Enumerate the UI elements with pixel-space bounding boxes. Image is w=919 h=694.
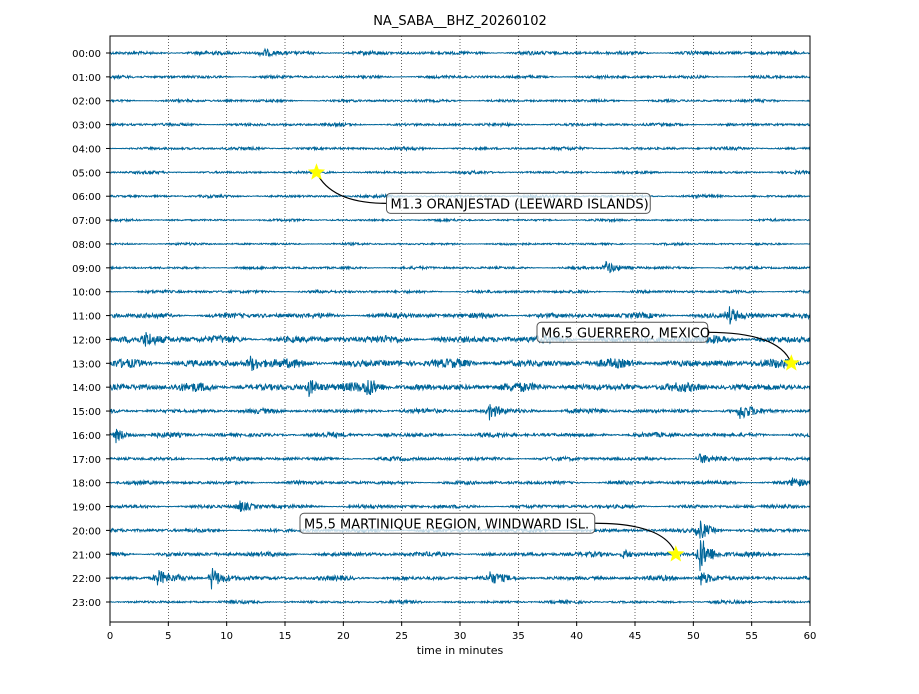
x-axis-label: time in minutes: [417, 644, 504, 657]
seismic-trace-0200: [109, 97, 811, 104]
x-tick-label: 25: [395, 631, 408, 642]
seismic-trace-1000: [109, 288, 811, 295]
seismic-trace-1100: [109, 306, 811, 325]
seismic-trace-0100: [109, 73, 811, 81]
x-tick-label: 0: [107, 631, 113, 642]
y-tick-label: 16:00: [72, 431, 101, 442]
y-tick-label: 22:00: [72, 574, 101, 585]
annotation-box: [386, 192, 651, 214]
annotation-arrow: [594, 522, 677, 555]
annotation-arrow: [315, 172, 387, 204]
seismic-trace-1400: [109, 379, 811, 397]
y-tick-label: 15:00: [72, 407, 101, 418]
y-tick-label: 03:00: [72, 121, 101, 132]
x-tick-label: 45: [629, 631, 642, 642]
y-tick-label: 08:00: [72, 240, 101, 251]
annotation-box: [536, 321, 709, 343]
event-star-icon: [307, 163, 326, 180]
y-tick-label: 02:00: [72, 97, 101, 108]
seismic-trace-1500: [109, 404, 811, 421]
y-tick-label: 01:00: [72, 73, 101, 84]
annotation-arrow: [707, 331, 792, 364]
annotation-box: [299, 512, 596, 534]
event-star-icon: [782, 354, 800, 371]
x-tick-label: 20: [337, 631, 350, 642]
y-tick-label: 11:00: [72, 312, 101, 323]
seismic-trace-0400: [109, 145, 811, 152]
y-tick-label: 04:00: [72, 144, 101, 155]
y-tick-label: 09:00: [72, 264, 101, 275]
seismic-trace-0700: [109, 217, 811, 224]
seismic-trace-0000: [109, 47, 810, 58]
seismic-trace-2100: [109, 540, 811, 572]
x-tick-label: 5: [165, 631, 171, 642]
seismic-trace-1300: [109, 355, 811, 372]
y-tick-label: 13:00: [72, 359, 101, 370]
x-tick-label: 40: [570, 631, 583, 642]
y-tick-label: 19:00: [72, 503, 101, 514]
x-tick-label: 30: [454, 631, 467, 642]
seismic-trace-1700: [109, 453, 811, 464]
seismic-trace-2200: [109, 567, 811, 590]
seismic-trace-1600: [109, 428, 810, 444]
x-tick-label: 35: [512, 631, 525, 642]
x-tick-label: 10: [220, 631, 233, 642]
y-tick-label: 07:00: [72, 216, 101, 227]
x-tick-label: 50: [687, 631, 700, 642]
event-label: M6.5 GUERRERO, MEXICO: [541, 326, 710, 341]
event-label: M1.3 ORANJESTAD (LEEWARD ISLANDS): [391, 197, 649, 212]
y-tick-label: 17:00: [72, 455, 101, 466]
seismic-trace-0300: [109, 121, 811, 128]
y-tick-label: 21:00: [72, 550, 101, 561]
event-annotation: M5.5 MARTINIQUE REGION, WINDWARD ISL.: [299, 512, 685, 562]
seismic-trace-0800: [109, 241, 811, 247]
event-annotation: M6.5 GUERRERO, MEXICO: [536, 321, 800, 371]
chart-title: NA_SABA__BHZ_20260102: [373, 14, 547, 29]
seismic-trace-1800: [109, 477, 811, 487]
y-tick-label: 23:00: [72, 598, 101, 609]
seismic-trace-1900: [109, 500, 811, 512]
seismic-trace-2300: [109, 598, 811, 606]
y-tick-label: 14:00: [72, 383, 101, 394]
seismic-trace-0900: [109, 260, 811, 274]
plot-frame: [109, 35, 811, 623]
y-tick-label: 00:00: [72, 49, 101, 60]
y-tick-label: 06:00: [72, 192, 101, 203]
y-tick-label: 10:00: [72, 288, 101, 299]
y-tick-label: 12:00: [72, 335, 101, 346]
x-tick-label: 60: [804, 631, 817, 642]
event-annotation: M1.3 ORANJESTAD (LEEWARD ISLANDS): [307, 163, 651, 214]
y-tick-label: 18:00: [72, 479, 101, 490]
y-tick-label: 05:00: [72, 168, 101, 179]
event-label: M5.5 MARTINIQUE REGION, WINDWARD ISL.: [304, 517, 589, 532]
x-tick-label: 15: [279, 631, 292, 642]
event-star-icon: [667, 545, 685, 562]
seismic-trace-0500: [109, 169, 811, 176]
x-tick-label: 55: [745, 631, 758, 642]
y-tick-label: 20:00: [72, 526, 101, 537]
